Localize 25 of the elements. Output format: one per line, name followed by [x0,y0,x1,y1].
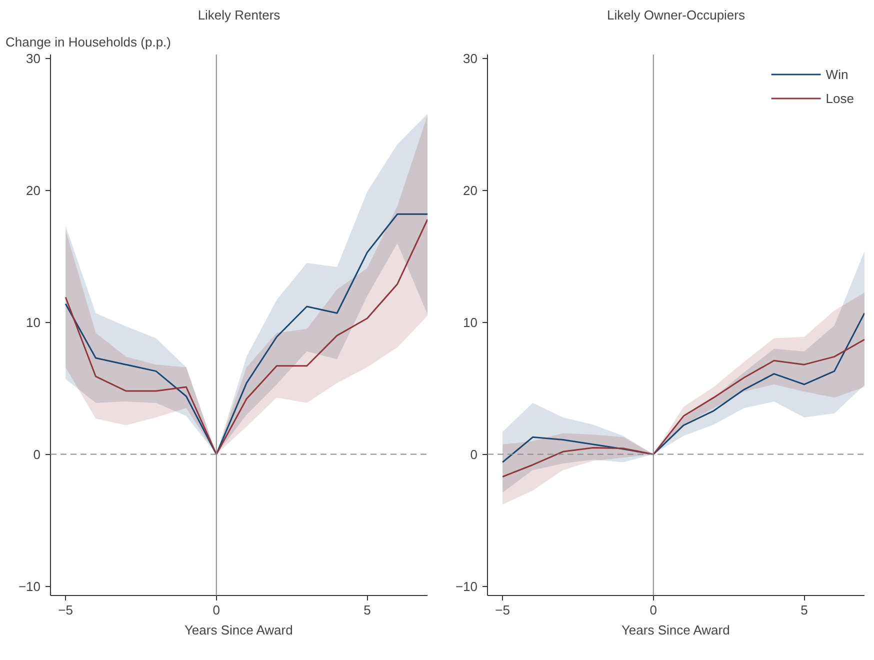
x-tick-label: 5 [364,602,371,618]
y-tick-label: −10 [18,578,41,594]
y-tick-label: 10 [26,314,41,330]
chart-title: Likely Owner-Occupiers [607,8,746,22]
chart-title: Likely Renters [198,8,281,22]
x-tick-label: −5 [495,602,510,618]
y-tick-label: 10 [463,314,478,330]
x-tick-label: 0 [212,602,220,618]
y-tick-label: 30 [26,50,41,66]
x-axis-title: Years Since Award [621,622,730,638]
legend-label: Lose [826,90,854,106]
y-axis-title: Change in Households (p.p.) [6,34,171,50]
y-tick-label: 0 [33,446,41,462]
y-tick-label: −10 [455,578,478,594]
y-tick-label: 30 [463,50,478,66]
y-tick-label: 20 [26,182,41,198]
x-axis-title: Years Since Award [184,622,293,638]
y-tick-label: 20 [463,182,478,198]
x-tick-label: −5 [58,602,73,618]
line-series [502,338,864,478]
x-tick-label: 5 [800,602,808,618]
x-tick-label: 0 [650,602,657,618]
legend-label: Win [826,66,848,82]
y-tick-label: 0 [470,446,478,462]
line-series [502,312,864,463]
